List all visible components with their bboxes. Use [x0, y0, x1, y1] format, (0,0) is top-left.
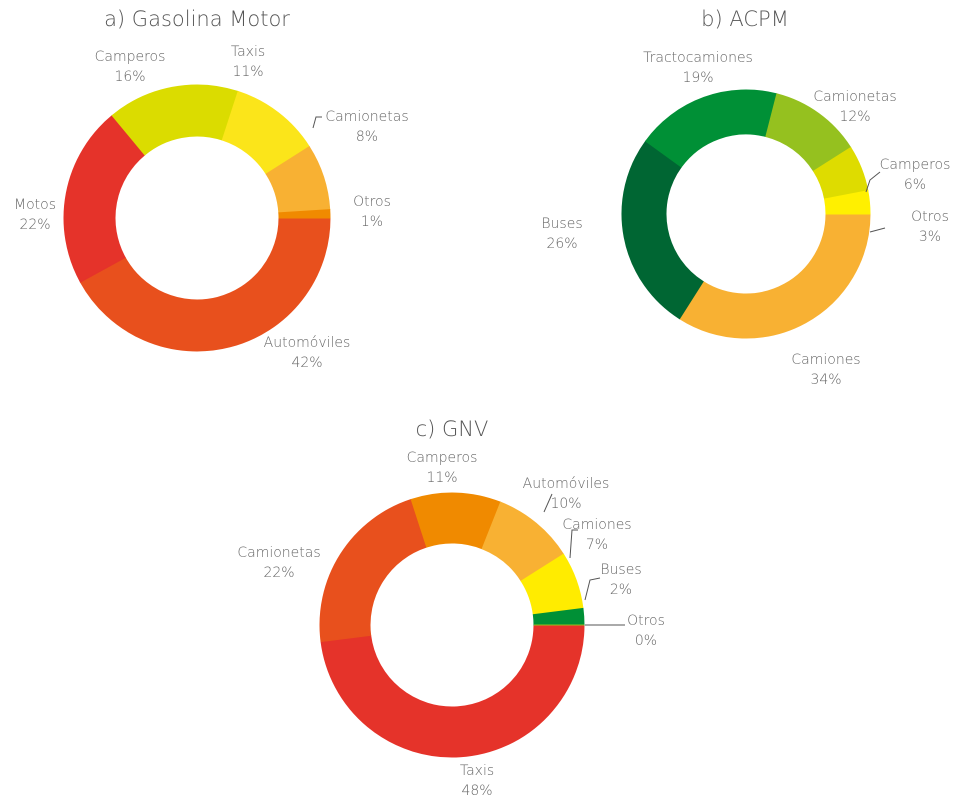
- segment-label: Otros: [911, 209, 949, 225]
- segment-label: Taxis: [460, 763, 494, 779]
- segment-label: Automóviles: [264, 335, 351, 351]
- segment-label: Motos: [14, 197, 56, 213]
- leader-line: [584, 577, 601, 601]
- segment-value: 48%: [461, 783, 492, 799]
- leader-line: [543, 493, 553, 513]
- donut-segment: [678, 213, 871, 339]
- segment-value: 42%: [291, 355, 322, 371]
- leader-line: [312, 116, 322, 129]
- segment-value: 11%: [426, 470, 457, 486]
- segment-label: Taxis: [231, 44, 265, 60]
- segment-label: Camionetas: [813, 89, 896, 105]
- segment-value: 34%: [810, 372, 841, 388]
- segment-value: 8%: [356, 129, 378, 145]
- segment-label: Camperos: [95, 49, 166, 65]
- segment-label: Camiones: [791, 352, 860, 368]
- segment-label: Automóviles: [523, 476, 610, 492]
- segment-label: Camionetas: [237, 545, 320, 561]
- donut-segment: [319, 498, 428, 643]
- segment-label: Tractocamiones: [643, 50, 753, 66]
- donut-segment: [79, 217, 331, 352]
- donut-segment: [644, 89, 778, 168]
- segment-value: 22%: [263, 565, 294, 581]
- segment-value: 10%: [550, 496, 581, 512]
- segment-label: Buses: [600, 562, 641, 578]
- segment-label: Camperos: [407, 450, 478, 466]
- leader-line: [869, 227, 886, 233]
- donut-segment: [621, 140, 704, 320]
- donut-segment: [823, 190, 871, 215]
- segment-label: Otros: [353, 194, 391, 210]
- leader-line: [865, 171, 881, 193]
- chart-title: b) ACPM: [701, 7, 789, 31]
- segment-label: Camionetas: [325, 109, 408, 125]
- segment-value: 7%: [586, 537, 608, 553]
- segment-label: Camperos: [880, 157, 951, 173]
- donut-segment: [320, 624, 585, 758]
- segment-label: Buses: [541, 216, 582, 232]
- segment-value: 16%: [114, 69, 145, 85]
- segment-value: 2%: [610, 582, 632, 598]
- segment-value: 1%: [361, 214, 383, 230]
- leader-line: [569, 529, 578, 559]
- segment-value: 22%: [19, 217, 50, 233]
- segment-label: Otros: [627, 613, 665, 629]
- segment-label: Camiones: [562, 517, 631, 533]
- segment-value: 12%: [839, 109, 870, 125]
- segment-value: 26%: [546, 236, 577, 252]
- donut-segment: [278, 209, 331, 219]
- chart-title: c) GNV: [416, 417, 489, 441]
- chart-title: a) Gasolina Motor: [104, 7, 290, 31]
- segment-value: 6%: [904, 177, 926, 193]
- segment-value: 0%: [635, 633, 657, 649]
- segment-value: 19%: [682, 70, 713, 86]
- segment-value: 3%: [919, 229, 941, 245]
- segment-value: 11%: [232, 64, 263, 80]
